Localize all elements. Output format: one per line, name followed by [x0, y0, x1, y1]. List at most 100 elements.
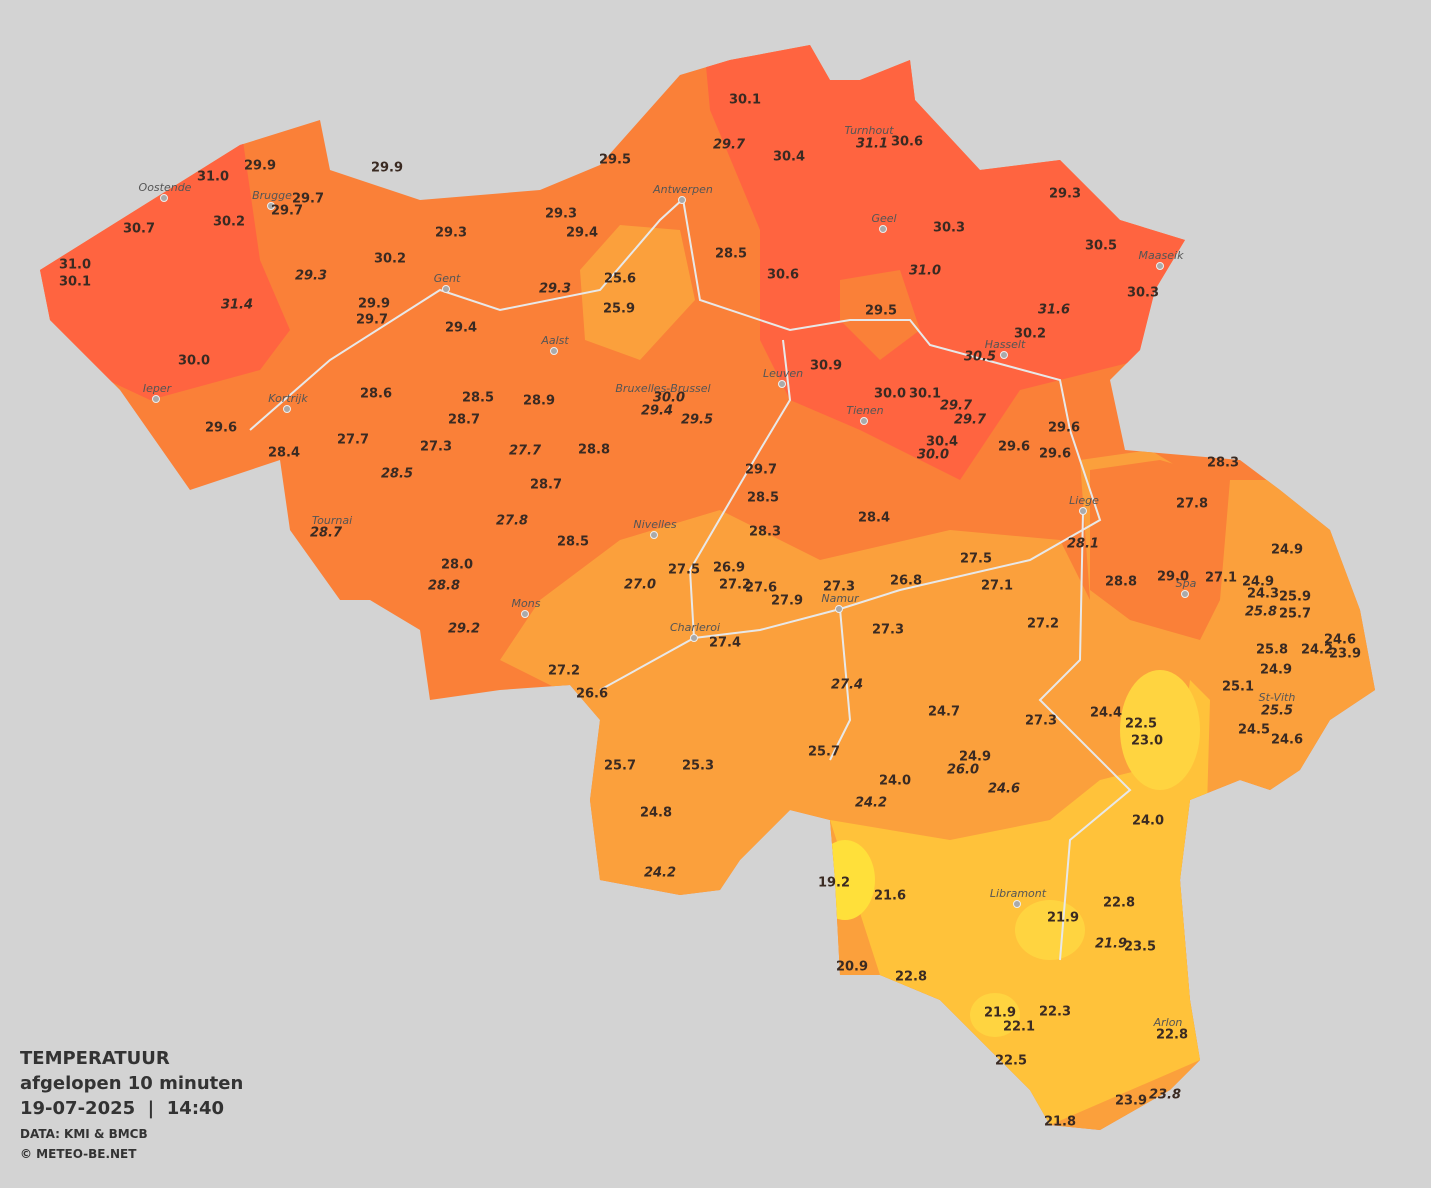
temperature-reading: 26.8: [890, 574, 922, 589]
temperature-reading: 28.5: [747, 491, 779, 506]
temperature-reading: 29.3: [295, 269, 327, 284]
temperature-reading: 29.3: [539, 282, 571, 297]
zone: [970, 993, 1020, 1037]
temperature-reading: 21.9: [984, 1006, 1016, 1021]
city-name: Turnhout: [844, 124, 894, 137]
temperature-reading: 21.9: [1047, 911, 1079, 926]
temperature-reading: 26.0: [947, 763, 979, 778]
temperature-reading: 26.6: [576, 687, 608, 702]
temperature-reading: 23.5: [1124, 940, 1156, 955]
temperature-reading: 30.3: [1127, 286, 1159, 301]
city-name: Gent: [434, 272, 461, 285]
temperature-reading: 24.7: [928, 705, 960, 720]
temperature-reading: 29.5: [865, 304, 897, 319]
temperature-reading: 28.1: [1067, 537, 1099, 552]
city-name: Ieper: [143, 382, 173, 395]
temperature-reading: 30.2: [1014, 327, 1046, 342]
temperature-reading: 29.6: [998, 440, 1030, 455]
temperature-reading: 31.0: [197, 170, 229, 185]
temperature-reading: 31.1: [856, 137, 888, 152]
temperature-reading: 24.6: [988, 782, 1020, 797]
road: [1038, 511, 1132, 961]
temperature-reading: 30.0: [917, 448, 949, 463]
temperature-reading: 29.0: [1157, 570, 1189, 585]
temperature-reading: 30.3: [933, 221, 965, 236]
city-name: Libramont: [990, 887, 1047, 900]
city-dot: [267, 202, 275, 210]
temperature-reading: 29.3: [545, 207, 577, 222]
legend-source: DATA: KMI & BMCB: [20, 1127, 148, 1141]
temperature-reading: 28.7: [310, 526, 343, 541]
temperature-reading: 28.5: [381, 467, 413, 482]
city-name: Hasselt: [985, 338, 1026, 351]
temperature-reading: 31.6: [1038, 303, 1070, 318]
city-name: Aalst: [540, 334, 569, 347]
city-name: Tienen: [846, 404, 883, 417]
city-dot: [1156, 262, 1164, 270]
temperature-reading: 28.8: [578, 443, 610, 458]
temperature-reading: 28.5: [715, 247, 747, 262]
city-dot: [778, 380, 786, 388]
temperature-reading: 25.8: [1245, 605, 1277, 620]
temperature-reading: 27.9: [771, 594, 803, 609]
city-dot: [835, 605, 843, 613]
road: [249, 197, 1102, 691]
temperature-reading: 30.2: [374, 252, 406, 267]
temperature-reading: 23.8: [1149, 1088, 1181, 1103]
city-dot: [1000, 351, 1008, 359]
temperature-reading: 29.5: [681, 413, 713, 428]
temperature-reading: 29.3: [435, 226, 467, 241]
temperature-reading: 25.8: [1256, 643, 1288, 658]
city-name: Nivelles: [633, 518, 676, 531]
temperature-reading: 28.6: [360, 387, 392, 402]
temperature-reading: 30.5: [964, 350, 996, 365]
city-dot: [1013, 900, 1021, 908]
temperature-reading: 29.6: [1048, 421, 1080, 436]
city-dot: [160, 194, 168, 202]
temperature-reading: 27.4: [709, 636, 741, 651]
city-name: Mons: [512, 597, 541, 610]
city-dot: [152, 395, 160, 403]
temperature-reading: 29.2: [448, 622, 480, 637]
temperature-reading: 24.6: [1271, 733, 1303, 748]
zone: [1015, 900, 1085, 960]
temperature-reading: 29.7: [271, 204, 303, 219]
temperature-reading: 30.4: [773, 150, 805, 165]
temperature-reading: 23.0: [1131, 734, 1163, 749]
zone: [1090, 460, 1230, 640]
temperature-reading: 29.5: [599, 153, 631, 168]
city-name: Liege: [1069, 494, 1099, 507]
zone: [580, 225, 695, 360]
temperature-reading: 27.5: [668, 563, 700, 578]
temperature-reading: 24.0: [879, 774, 911, 789]
temperature-reading: 31.4: [221, 298, 253, 313]
city-name: Tournai: [312, 514, 352, 527]
temperature-reading: 27.0: [624, 578, 656, 593]
temperature-reading: 25.9: [603, 302, 635, 317]
temperature-reading: 24.9: [1271, 543, 1303, 558]
temperature-reading: 24.9: [1242, 575, 1274, 590]
temperature-reading: 28.9: [523, 394, 555, 409]
temperature-reading: 30.4: [926, 435, 958, 450]
temperature-reading: 24.4: [1090, 706, 1122, 721]
legend-title: TEMPERATUUR: [20, 1048, 170, 1069]
temperature-reading: 19.2: [818, 876, 850, 891]
city-name: Namur: [821, 592, 860, 605]
temperature-reading: 21.8: [1044, 1115, 1076, 1130]
temperature-reading: 28.8: [428, 579, 460, 594]
temperature-reading: 24.3: [1247, 587, 1279, 602]
temperature-reading: 30.5: [1085, 239, 1117, 254]
temperature-reading: 29.4: [641, 404, 673, 419]
temperature-reading: 25.9: [1279, 590, 1311, 605]
city-name: Kortrijk: [268, 392, 308, 405]
temperature-reading: 29.7: [292, 192, 324, 207]
temperature-reading: 24.2: [644, 866, 676, 881]
zone: [840, 270, 920, 360]
temperature-reading: 27.7: [509, 444, 542, 459]
temperature-reading: 28.0: [441, 558, 473, 573]
city-name: Arlon: [1153, 1016, 1183, 1029]
city-dot: [1079, 507, 1087, 515]
temperature-reading: 28.3: [1207, 456, 1239, 471]
temperature-reading: 28.5: [462, 391, 494, 406]
temperature-reading: 22.8: [1156, 1028, 1188, 1043]
